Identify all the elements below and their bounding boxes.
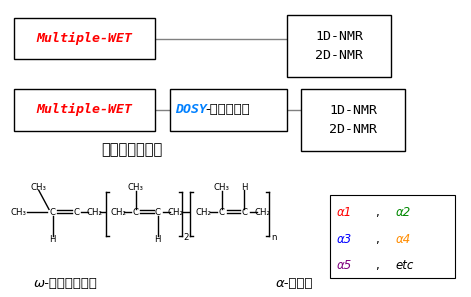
Text: C: C: [219, 208, 225, 217]
Text: 1D-NMR
2D-NMR: 1D-NMR 2D-NMR: [329, 104, 377, 136]
Text: CH₂: CH₂: [86, 208, 102, 217]
Text: C: C: [133, 208, 138, 217]
Text: H: H: [49, 235, 56, 244]
Text: H: H: [241, 183, 248, 192]
Text: CH₂: CH₂: [196, 208, 212, 217]
Text: 2: 2: [184, 233, 189, 242]
FancyBboxPatch shape: [170, 89, 287, 131]
Text: CH₃: CH₃: [31, 183, 47, 192]
Text: α1: α1: [336, 206, 351, 219]
Text: CH₂: CH₂: [168, 208, 184, 217]
Text: ω-末端グループ: ω-末端グループ: [34, 277, 98, 290]
Text: CH₂: CH₂: [111, 208, 127, 217]
FancyBboxPatch shape: [14, 89, 155, 131]
Text: α4: α4: [396, 233, 411, 246]
Text: CH₃: CH₃: [214, 183, 230, 192]
Text: α2: α2: [396, 206, 411, 219]
Text: 天然ゴムシート: 天然ゴムシート: [101, 142, 162, 157]
Text: DOSY: DOSY: [175, 103, 207, 116]
Text: CH₂: CH₂: [255, 208, 271, 217]
Text: C: C: [73, 208, 79, 217]
Text: α3: α3: [336, 233, 351, 246]
Text: etc: etc: [396, 259, 414, 272]
Text: -フィルター: -フィルター: [205, 103, 250, 116]
FancyBboxPatch shape: [301, 89, 405, 151]
FancyBboxPatch shape: [14, 18, 155, 59]
Text: CH₃: CH₃: [128, 183, 144, 192]
FancyBboxPatch shape: [330, 195, 455, 278]
Text: α5: α5: [336, 259, 351, 272]
FancyBboxPatch shape: [287, 15, 391, 77]
Text: 1D-NMR
2D-NMR: 1D-NMR 2D-NMR: [315, 30, 363, 62]
Text: ,: ,: [375, 233, 379, 246]
Text: n: n: [271, 233, 276, 242]
Text: ,: ,: [375, 206, 379, 219]
Text: C: C: [50, 208, 56, 217]
Text: C: C: [155, 208, 161, 217]
Text: H: H: [154, 235, 161, 244]
Text: ,: ,: [375, 259, 379, 272]
Text: CH₃: CH₃: [11, 208, 27, 217]
Text: Multiple-WET: Multiple-WET: [37, 103, 133, 116]
Text: C: C: [242, 208, 247, 217]
Text: Multiple-WET: Multiple-WET: [37, 32, 133, 45]
Text: α-末端基: α-末端基: [276, 277, 313, 290]
